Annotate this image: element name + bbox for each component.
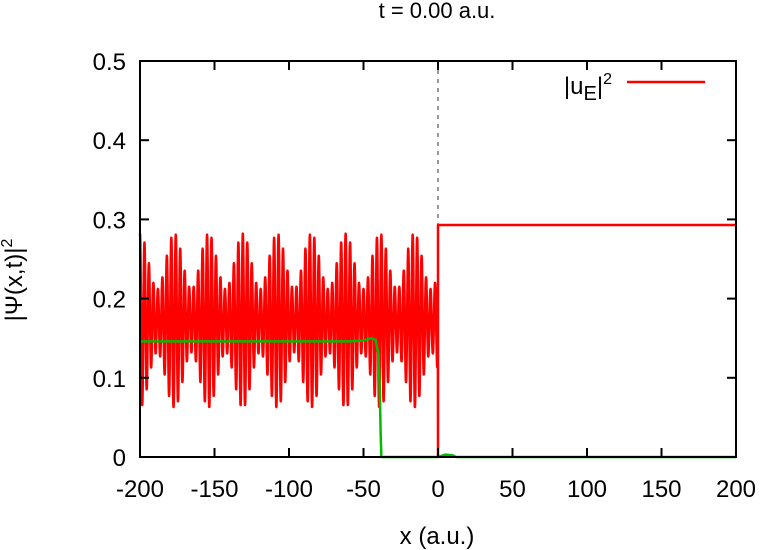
x-axis-label: x (a.u.) — [400, 523, 475, 550]
series-line-1 — [140, 336, 736, 459]
y-axis-label: |Ψ(x,t)|2 — [0, 239, 28, 322]
y-tick-label: 0.2 — [93, 287, 126, 314]
x-tick-label: 150 — [641, 476, 681, 503]
x-tick-label: -50 — [346, 476, 381, 503]
y-tick-label: 0.3 — [93, 207, 126, 234]
legend-label-end: | — [597, 73, 603, 100]
y-tick-label: 0 — [113, 445, 126, 472]
x-tick-label: 100 — [567, 476, 607, 503]
legend-label-sub: E — [584, 83, 597, 105]
y-tick-label: 0.5 — [93, 49, 126, 76]
y-axis-label-base: |Ψ(x,t)| — [1, 248, 28, 322]
svg-text:|Ψ(x,t)|2: |Ψ(x,t)|2 — [0, 239, 28, 322]
chart-title: t = 0.00 a.u. — [379, 0, 496, 23]
x-tick-label: -100 — [265, 476, 313, 503]
legend: |uE|2 — [564, 71, 705, 105]
x-tick-label: -200 — [116, 476, 164, 503]
y-axis-label-sup: 2 — [0, 239, 16, 248]
svg-text:|uE|2: |uE|2 — [564, 71, 612, 105]
x-tick-label: 200 — [716, 476, 756, 503]
legend-label-base: |u — [564, 73, 584, 100]
plot-area: -200 -150 -100 -50 0 50 100 150 200 0 0.1 0.2 0.3 0.4… — [93, 49, 756, 503]
y-tick-label: 0.1 — [93, 366, 126, 393]
x-tick-label: 50 — [499, 476, 526, 503]
x-tick-label: -150 — [190, 476, 238, 503]
y-tick-label: 0.4 — [93, 128, 126, 155]
series-line-0 — [138, 223, 736, 459]
x-tick-label: 0 — [431, 476, 444, 503]
legend-label-sup: 2 — [603, 71, 612, 88]
